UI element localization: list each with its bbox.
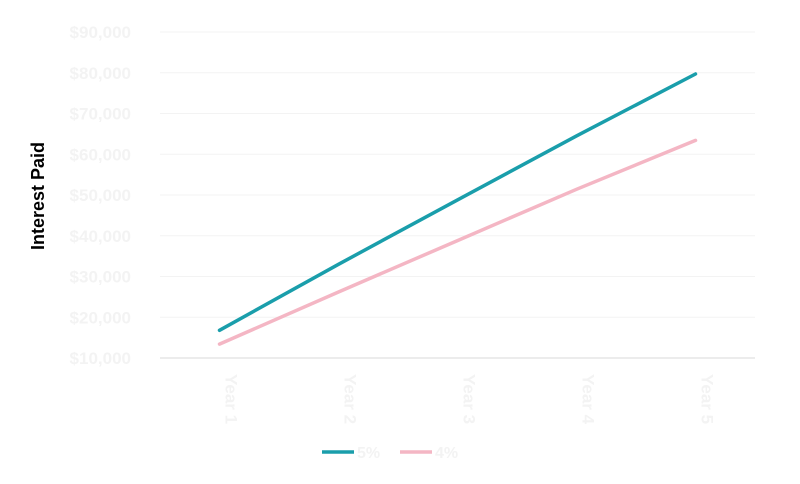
series-line (217, 72, 698, 333)
series-lines (217, 72, 698, 346)
y-axis-ticks: $10,000 $20,000 $30,000 $40,000 $50,000 $60,0… (70, 23, 131, 368)
x-tick-label: Year 4 (579, 374, 598, 425)
y-tick-label: $40,000 (70, 227, 131, 246)
gridlines (160, 31, 755, 318)
y-axis-title: Interest Paid (28, 142, 48, 250)
y-tick-label: $10,000 (70, 349, 131, 368)
x-tick-label: Year 2 (341, 374, 360, 424)
y-tick-label: $50,000 (70, 186, 131, 205)
series-line (217, 138, 698, 346)
x-tick-label: Year 1 (222, 374, 241, 424)
x-tick-label: Year 3 (460, 374, 479, 424)
x-tick-label: Year 5 (698, 374, 717, 424)
legend-label: 4% (435, 445, 458, 462)
y-tick-label: $30,000 (70, 268, 131, 287)
x-axis-ticks: Year 1 Year 2 Year 3 Year 4 Year 5 (222, 374, 717, 425)
legend: 5% 4% (322, 445, 458, 462)
y-tick-label: $60,000 (70, 145, 131, 164)
y-tick-label: $70,000 (70, 105, 131, 124)
legend-label: 5% (357, 445, 380, 462)
y-tick-label: $90,000 (70, 23, 131, 42)
y-tick-label: $80,000 (70, 64, 131, 83)
y-tick-label: $20,000 (70, 308, 131, 327)
